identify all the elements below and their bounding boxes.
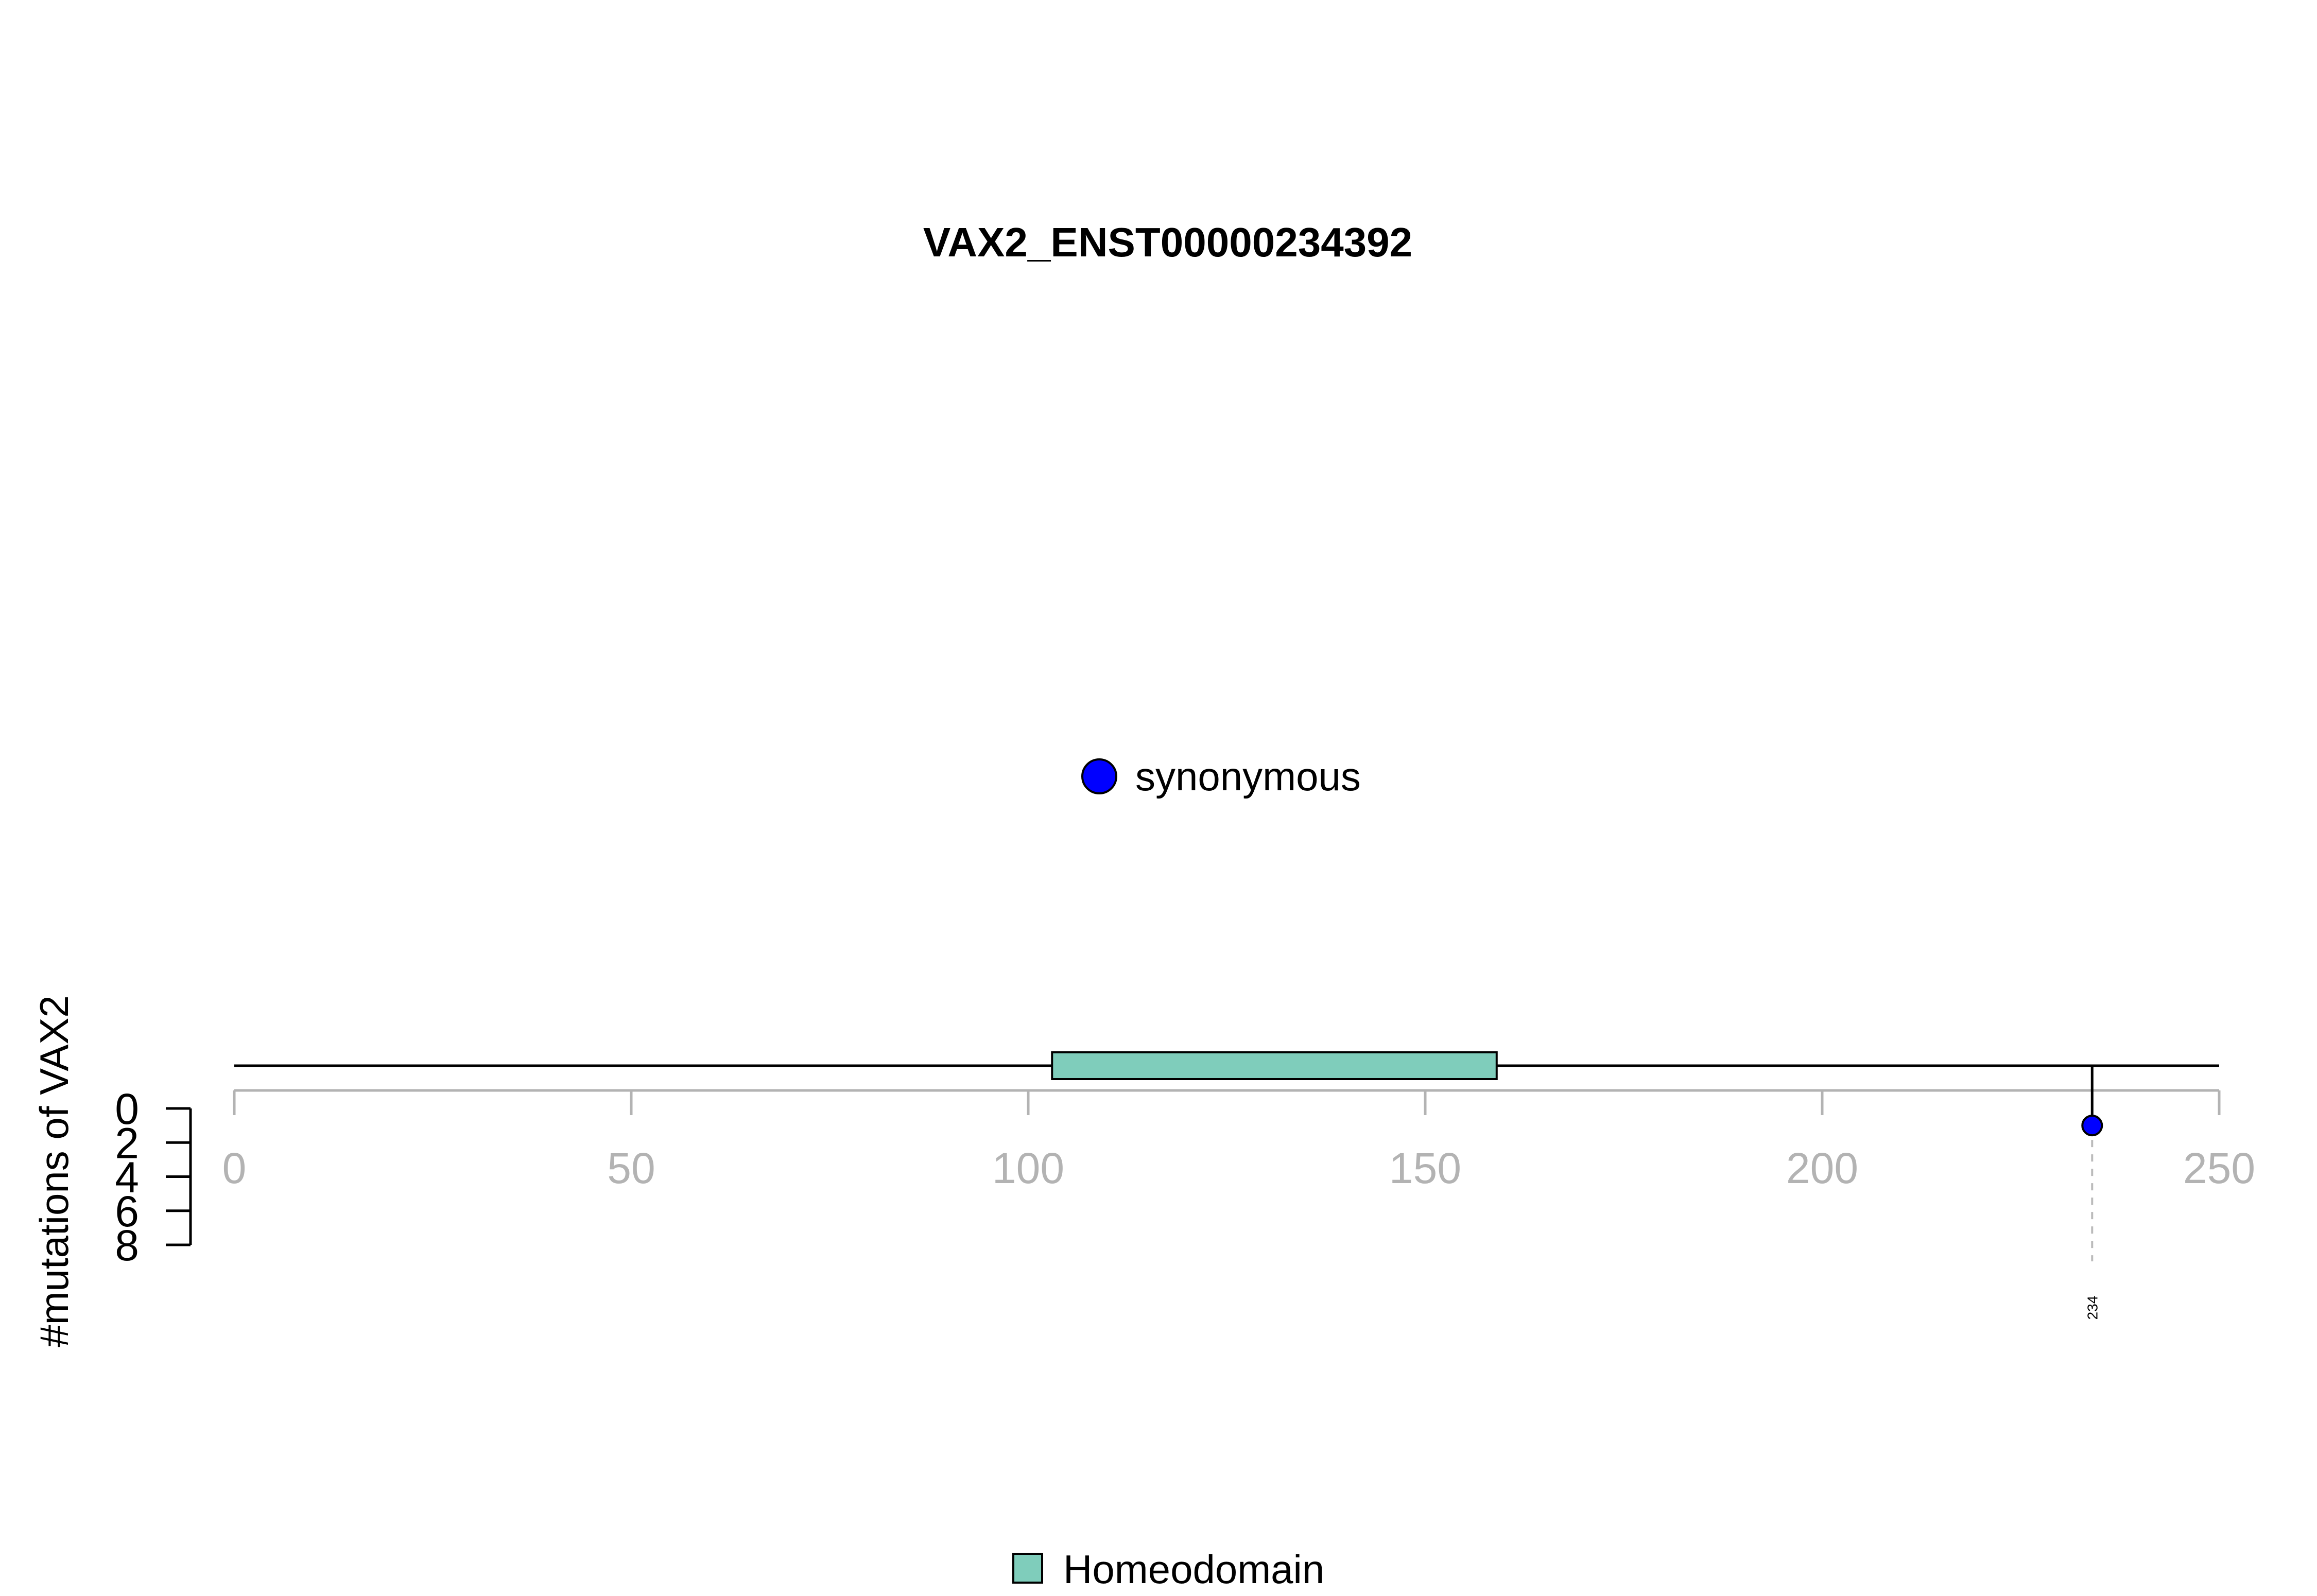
y-tick-label: 8 [115,1221,139,1270]
legend-label-synonymous: synonymous [1135,754,1361,799]
legend-marker-synonymous [1082,759,1116,793]
mutation-legend: synonymous [1082,754,1361,799]
x-tick-label: 0 [222,1144,247,1192]
x-tick-label: 50 [607,1144,655,1192]
legend-label-homeodomain: Homeodomain [1063,1547,1324,1592]
chart-title: VAX2_ENST00000234392 [923,219,1412,265]
mutation-position-label: 234 [2084,1296,2100,1320]
x-axis: 0 50 100 150 200 250 [222,1090,2255,1192]
domain-layer [1052,1052,1497,1079]
x-tick-label: 100 [992,1144,1064,1192]
y-axis-label: #mutations of VAX2 [31,995,77,1347]
x-tick-label: 250 [2183,1144,2255,1192]
x-tick-label: 200 [1786,1144,1858,1192]
domain-legend: Homeodomain [1013,1547,1324,1592]
domain-box-homeodomain [1052,1052,1497,1079]
mutation-point [2082,1116,2102,1135]
x-tick-label: 150 [1389,1144,1461,1192]
mutation-layer: 234 [2082,1066,2102,1320]
legend-swatch-homeodomain [1013,1554,1042,1583]
